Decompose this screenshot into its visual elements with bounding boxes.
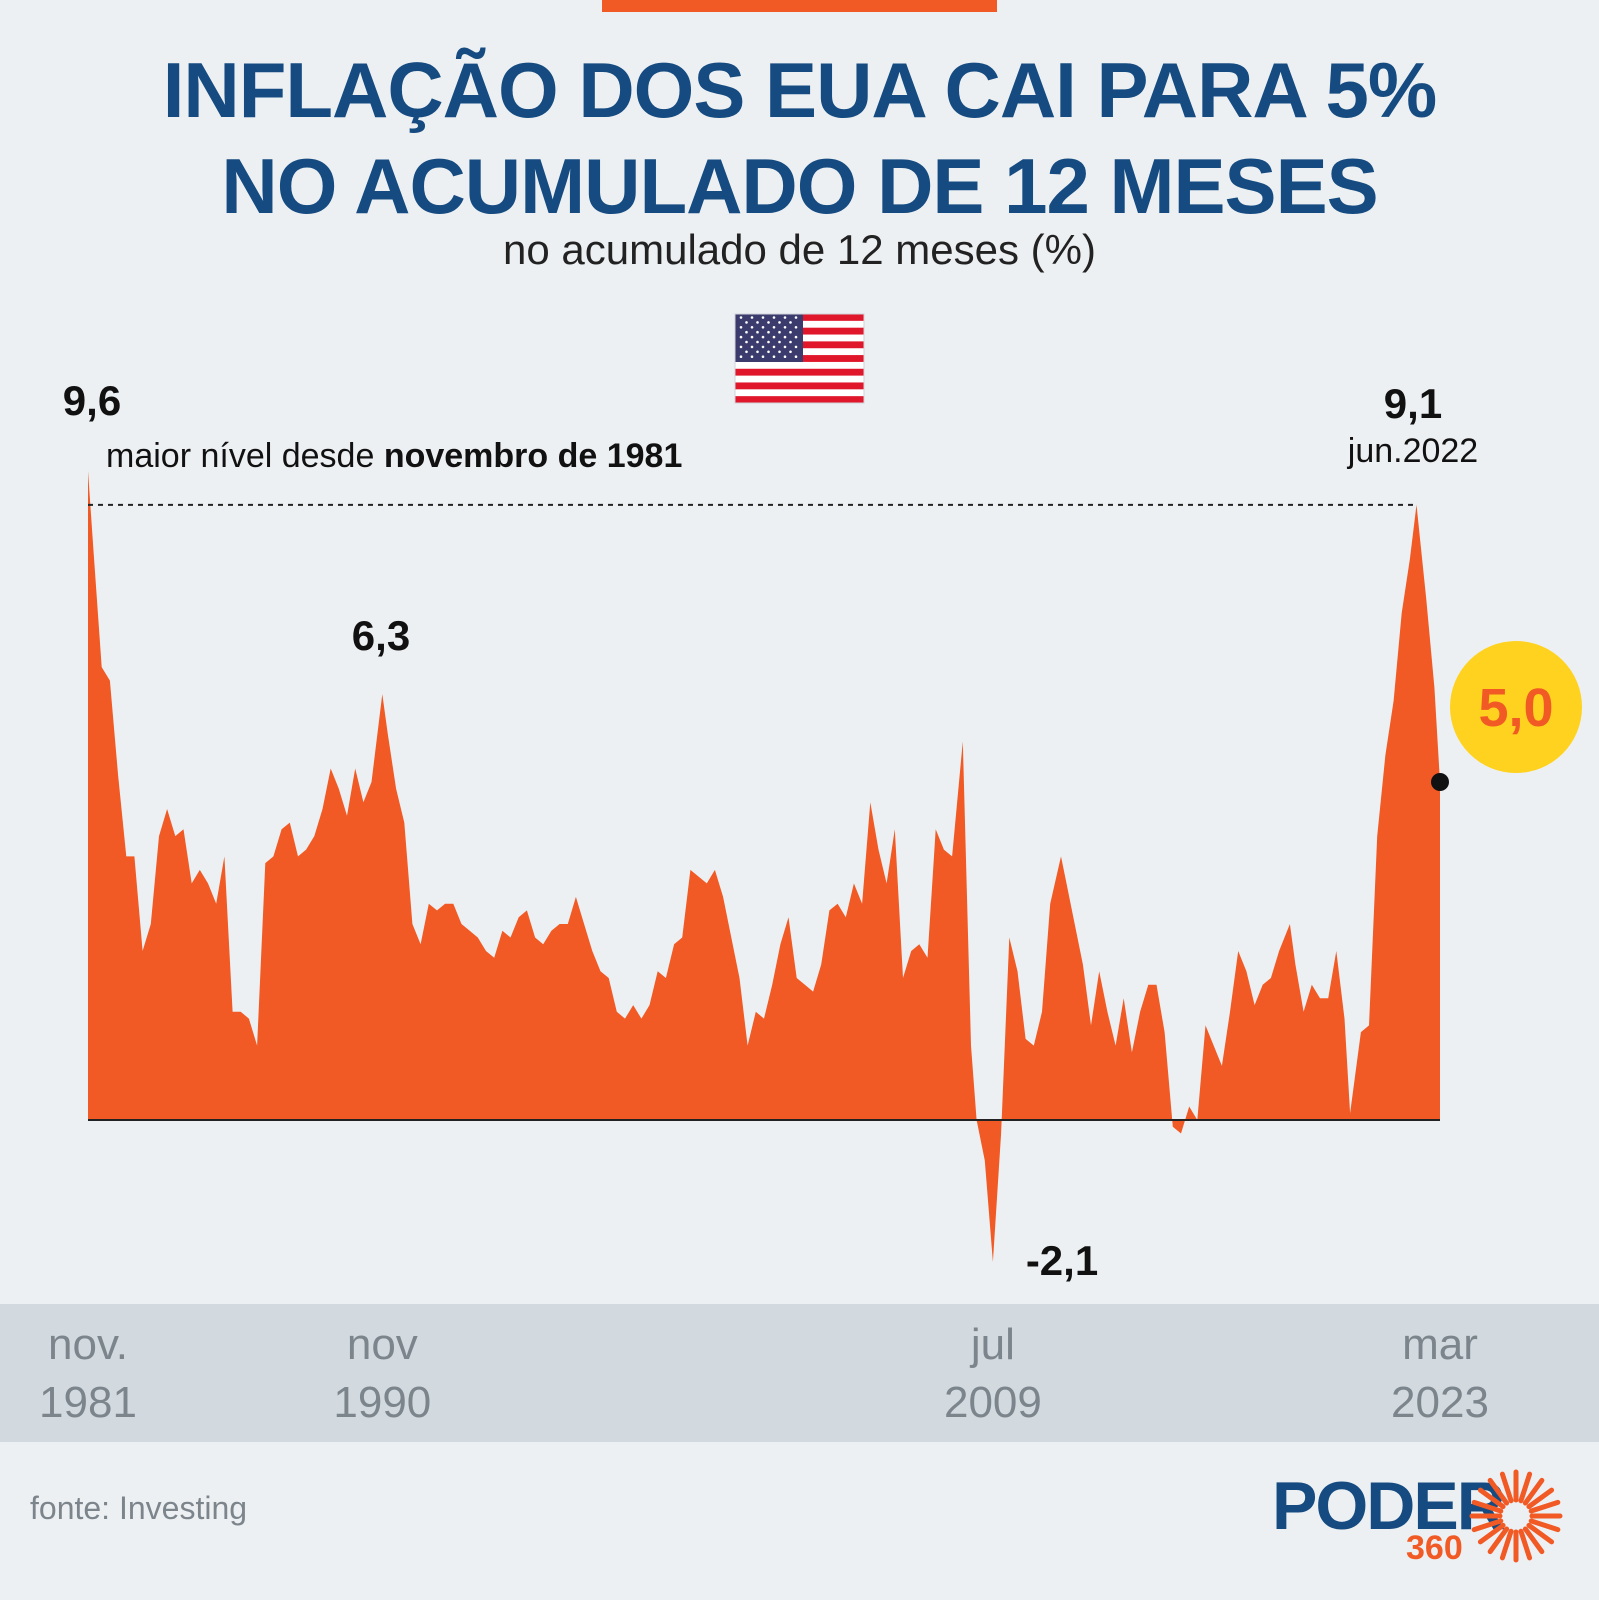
x-tick-label: nov 1990 [282, 1316, 482, 1432]
chart-subtitle: no acumulado de 12 meses (%) [503, 226, 1096, 273]
title-line-1: INFLAÇÃO DOS EUA CAI PARA 5% [162, 46, 1438, 134]
x-tick-month: nov [346, 1320, 418, 1369]
max-note-prefix: maior nível desde [106, 437, 384, 475]
max-note-bold: novembro de 1981 [384, 437, 683, 475]
top-accent-bar [602, 0, 997, 12]
peak-1990-label: 6,3 [352, 612, 410, 659]
x-tick-month: mar [1402, 1320, 1478, 1369]
max-note: maior nível desde novembro de 1981 [106, 437, 682, 475]
usa-flag-icon [734, 313, 865, 404]
x-tick-year: 1990 [333, 1378, 432, 1427]
inflation-area [88, 471, 1440, 1262]
logo-number: 360 [1406, 1529, 1463, 1567]
last-value-label: 5,0 [1478, 678, 1553, 738]
logo-word: PODER [1272, 1468, 1506, 1544]
x-tick-month: jul [970, 1320, 1015, 1369]
max-value-label: 9,6 [63, 377, 121, 424]
page-title: INFLAÇÃO DOS EUA CAI PARA 5% NO ACUMULAD… [0, 42, 1599, 234]
last-value-badge [1450, 641, 1582, 773]
min-2009-label: -2,1 [1026, 1237, 1098, 1284]
peak-2022-date: jun.2022 [1347, 432, 1478, 470]
title-line-2: NO ACUMULADO DE 12 MESES [221, 142, 1378, 230]
peak-2022-label: 9,1 [1384, 380, 1442, 427]
poder360-logo: PODER 360 [1268, 1466, 1568, 1576]
x-tick-year: 2009 [943, 1378, 1042, 1427]
source-note: fonte: Investing [30, 1490, 248, 1526]
sun-icon [1469, 1469, 1563, 1563]
x-tick-month: nov. [48, 1320, 128, 1369]
inflation-chart: 9,6 maior nível desde novembro de 1981 6… [63, 313, 1582, 1284]
x-tick-label: jul 2009 [893, 1316, 1093, 1432]
x-tick-year: 1981 [39, 1378, 137, 1427]
x-axis-band [0, 1304, 1599, 1442]
last-value-dot [1431, 773, 1449, 791]
x-tick-year: 2023 [1391, 1378, 1489, 1427]
x-tick-label: mar 2023 [1340, 1316, 1540, 1432]
x-tick-label: nov. 1981 [0, 1316, 188, 1432]
